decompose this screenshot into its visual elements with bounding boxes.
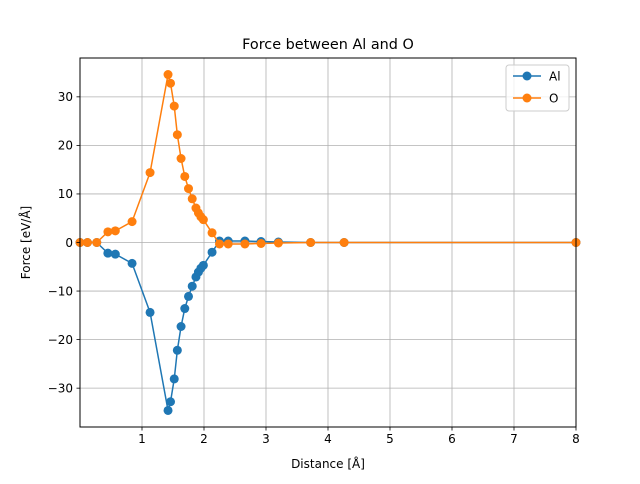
y-tick-label: 10 <box>58 187 73 201</box>
legend-label-o: O <box>549 92 558 106</box>
y-tick-label: 0 <box>65 236 73 250</box>
y-axis-label: Force [eV/Å] <box>18 206 33 280</box>
data-point-o <box>176 154 186 164</box>
data-point-al <box>166 397 176 407</box>
data-point-o <box>207 228 217 238</box>
data-point-o <box>166 78 176 88</box>
data-point-o <box>110 226 120 236</box>
data-point-al <box>127 258 137 268</box>
data-point-o <box>145 168 155 178</box>
y-tick-label: 30 <box>58 90 73 104</box>
data-point-al <box>187 281 197 291</box>
data-point-o <box>169 101 179 111</box>
x-tick-label: 8 <box>572 432 580 446</box>
data-point-o <box>223 239 233 249</box>
x-tick-label: 1 <box>138 432 146 446</box>
data-point-o <box>103 227 113 237</box>
data-point-o <box>339 238 349 247</box>
data-point-o <box>240 239 250 249</box>
y-tick-label: 20 <box>58 139 73 153</box>
data-point-al <box>180 304 190 314</box>
data-point-al <box>110 249 120 259</box>
data-point-al <box>184 291 193 301</box>
data-point-al <box>176 321 186 331</box>
x-axis-label: Distance [Å] <box>291 456 365 471</box>
x-tick-label: 5 <box>386 432 394 446</box>
x-tick-label: 4 <box>324 432 332 446</box>
chart-title: Force between Al and O <box>242 37 414 53</box>
data-point-al <box>169 374 179 384</box>
series-line-al <box>80 240 576 412</box>
data-point-o <box>172 130 182 140</box>
tick-layer: 1 2 3 4 5 6 7 8 −30 −20 −10 0 10 20 30 <box>48 90 580 446</box>
legend-label-al: Al <box>549 70 561 84</box>
legend: Al O <box>505 64 570 112</box>
y-tick-label: −20 <box>48 333 73 347</box>
data-point-al <box>198 260 208 270</box>
data-point-o <box>184 184 193 194</box>
data-point-o <box>306 238 316 247</box>
x-tick-label: 2 <box>200 432 208 446</box>
series-line-o <box>80 73 576 245</box>
data-point-o <box>163 70 173 80</box>
data-point-al <box>103 248 113 258</box>
data-point-o <box>187 194 197 204</box>
data-point-al <box>172 345 182 355</box>
series-layer <box>75 70 581 415</box>
legend-marker-al <box>522 71 532 81</box>
data-point-al <box>145 307 155 317</box>
data-point-o <box>256 238 266 248</box>
x-tick-label: 3 <box>262 432 270 446</box>
legend-marker-o <box>522 93 532 103</box>
series-o <box>75 70 581 249</box>
data-point-o <box>273 238 283 248</box>
y-tick-label: −30 <box>48 381 73 395</box>
data-point-o <box>180 171 190 181</box>
data-point-o <box>198 215 208 225</box>
data-point-o <box>82 238 92 247</box>
data-point-al <box>207 247 217 257</box>
data-point-o <box>127 217 137 227</box>
x-tick-label: 6 <box>448 432 456 446</box>
x-tick-label: 7 <box>510 432 518 446</box>
y-tick-label: −10 <box>48 284 73 298</box>
data-point-o <box>215 239 224 249</box>
data-point-o <box>92 238 102 247</box>
data-point-al <box>163 405 173 415</box>
